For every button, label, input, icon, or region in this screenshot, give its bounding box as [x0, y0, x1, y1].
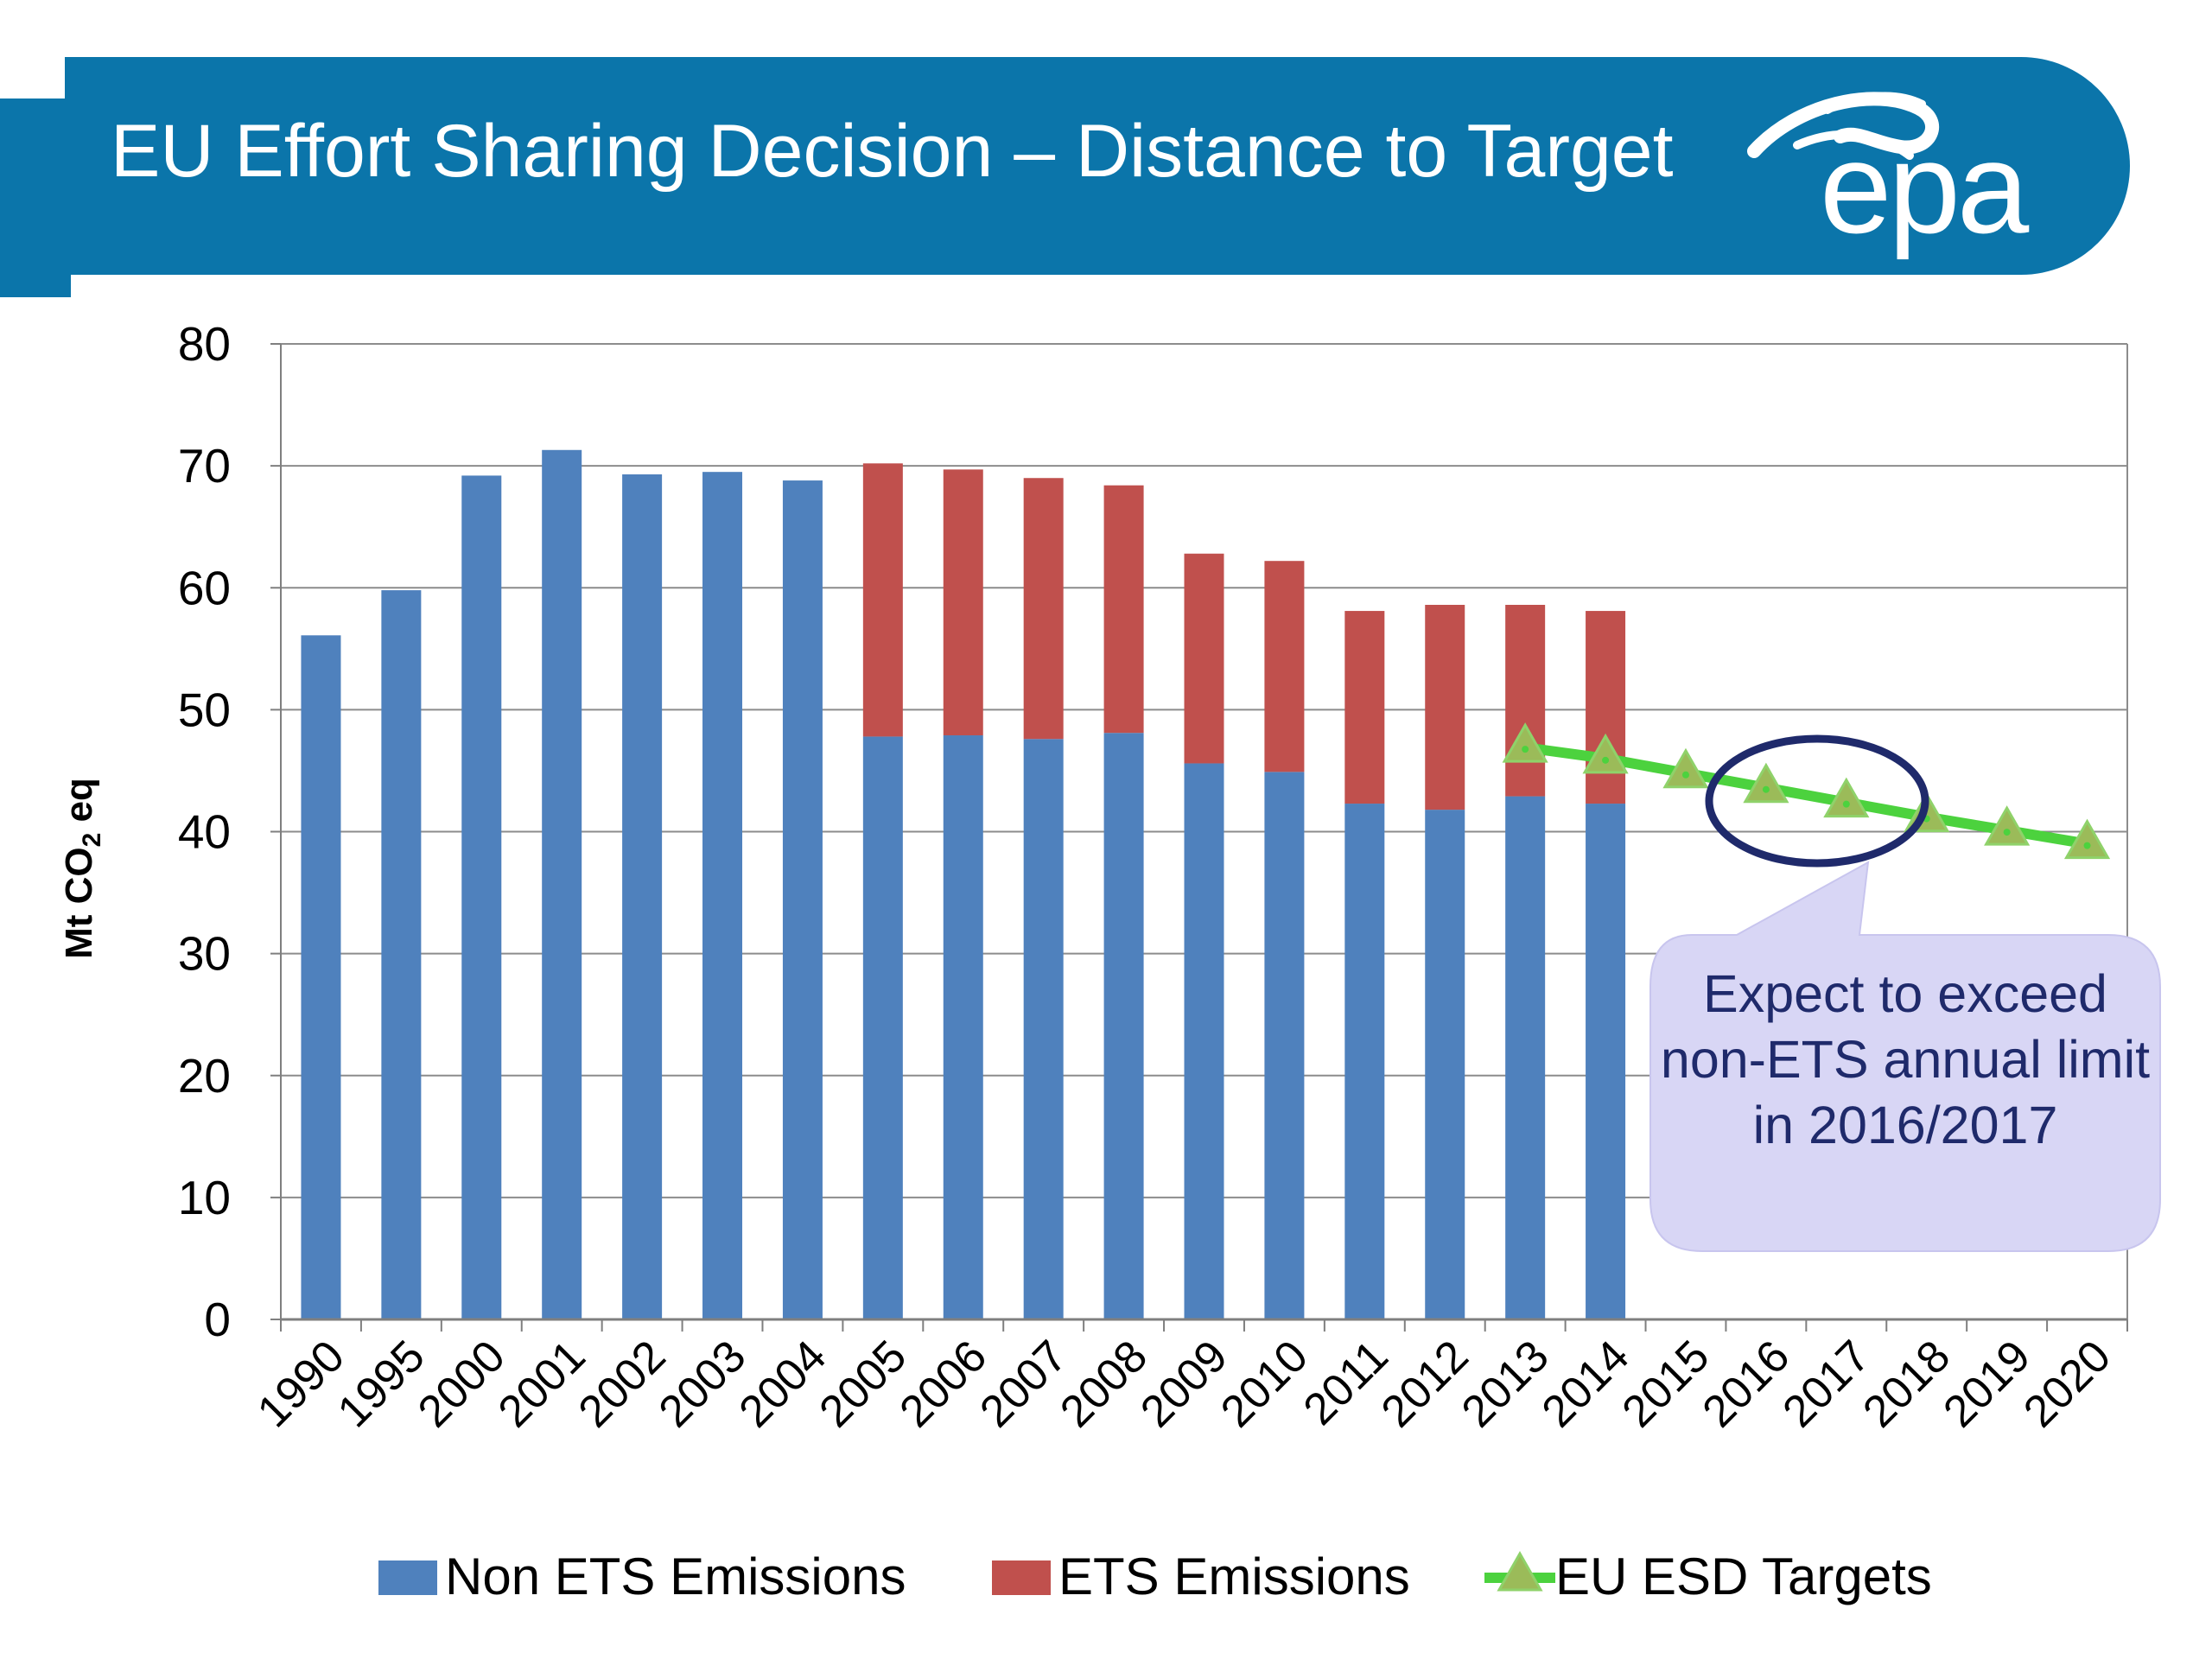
legend-label-ets: ETS Emissions [1058, 1548, 1410, 1605]
x-tick-label: 2002 [569, 1331, 676, 1437]
bar-non-ets [622, 474, 663, 1319]
target-marker-dot [1522, 746, 1529, 753]
bar-non-ets [1103, 733, 1144, 1319]
x-tick-label: 2019 [1934, 1331, 2040, 1437]
y-tick-label: 80 [178, 317, 231, 371]
target-marker [2063, 818, 2111, 860]
x-tick-label: 2005 [810, 1331, 917, 1437]
x-tick-label: 2006 [890, 1331, 996, 1437]
x-tick-label: 2001 [489, 1331, 595, 1437]
highlight-ellipse [1705, 734, 1929, 868]
target-marker-dot [2083, 842, 2091, 849]
x-tick-label: 2014 [1533, 1331, 1639, 1437]
epa-logo-text: epa [1820, 115, 2029, 260]
x-tick-label: 2009 [1131, 1331, 1237, 1437]
bar-non-ets [782, 480, 823, 1319]
target-marker [1743, 762, 1789, 804]
bar-ets [1023, 478, 1064, 740]
target-marker-dot [1842, 800, 1850, 808]
x-tick-label: 2015 [1613, 1331, 1719, 1437]
bar-ets [862, 463, 903, 737]
annotation [1649, 734, 2161, 1252]
x-tick-label: 2016 [1694, 1331, 1800, 1437]
bar-ets [1103, 485, 1144, 734]
x-tick-label: 2013 [1452, 1331, 1559, 1437]
title-banner [65, 57, 2130, 275]
epa-logo-swoosh-icon [1747, 92, 1940, 160]
y-tick-label: 20 [178, 1049, 231, 1103]
bar-non-ets [1344, 804, 1385, 1319]
bar-ets [1586, 611, 1626, 804]
epa-logo: epa [1745, 69, 2065, 268]
bar-ets [1264, 561, 1305, 772]
x-tick-label: 2017 [1773, 1331, 1879, 1437]
legend: Non ETS Emissions ETS Emissions EU ESD T… [378, 1548, 1932, 1605]
target-marker-dot [1762, 785, 1770, 793]
y-tick-label: 10 [178, 1171, 231, 1224]
x-tick-label: 2004 [730, 1331, 836, 1437]
bar-non-ets [1586, 804, 1626, 1319]
target-marker-dot [1681, 771, 1689, 779]
legend-label-non-ets: Non ETS Emissions [445, 1548, 906, 1605]
bar-non-ets [1264, 772, 1305, 1319]
x-tick-label: 2000 [409, 1331, 515, 1437]
target-marker-dot [1602, 756, 1610, 764]
bar-non-ets [542, 449, 582, 1319]
y-axis-label: Mt CO2 eq [58, 778, 106, 959]
legend-label-targets: EU ESD Targets [1555, 1548, 1932, 1605]
bar-non-ets [1425, 810, 1465, 1319]
bar-non-ets [461, 475, 502, 1319]
bar-ets [1425, 605, 1465, 810]
x-tick-label: 2008 [1051, 1331, 1157, 1437]
banner-strip [0, 99, 71, 297]
target-marker [1662, 747, 1709, 789]
y-tick-label: 60 [178, 561, 231, 614]
bar-non-ets [381, 590, 422, 1319]
bar-ets [943, 469, 983, 736]
bar-non-ets [862, 736, 903, 1319]
y-tick-label: 0 [204, 1293, 231, 1346]
legend-marker-targets [1497, 1550, 1543, 1592]
legend-swatch-ets [992, 1560, 1051, 1595]
bar-non-ets [1505, 796, 1546, 1319]
y-tick-label: 50 [178, 683, 231, 736]
slide-title: EU Effort Sharing Decision – Distance to… [111, 110, 1674, 193]
callout-bubble [1649, 861, 2161, 1252]
x-tick-label: 2007 [970, 1331, 1077, 1437]
x-tick-label: 2003 [650, 1331, 756, 1437]
x-tick-label: 2018 [1853, 1331, 1960, 1437]
y-tick-label: 40 [178, 805, 231, 859]
x-tick-label: 2020 [2014, 1331, 2120, 1437]
bars [301, 449, 1626, 1319]
bar-ets [1184, 553, 1224, 764]
target-marker-dot [2003, 829, 2011, 836]
bar-non-ets [1023, 739, 1064, 1319]
bar-non-ets [1184, 763, 1224, 1319]
bar-non-ets [702, 472, 743, 1319]
x-tick-label: 1990 [248, 1331, 354, 1437]
target-marker [1823, 777, 1870, 818]
legend-swatch-non-ets [378, 1560, 437, 1595]
bar-non-ets [943, 735, 983, 1319]
y-tick-label: 30 [178, 927, 231, 981]
target-marker [1582, 733, 1629, 774]
x-tick-label: 2011 [1294, 1331, 1398, 1434]
y-tick-label: 70 [178, 439, 231, 493]
x-tick-label: 1995 [328, 1331, 435, 1437]
target-series [1502, 722, 2111, 860]
bar-ets [1505, 605, 1546, 797]
bar-ets [1344, 611, 1385, 804]
x-tick-label: 2010 [1211, 1331, 1318, 1437]
callout-text: Expect to exceed non-ETS annual limit in… [1660, 964, 2151, 1154]
bar-non-ets [301, 635, 341, 1319]
x-tick-label: 2012 [1372, 1331, 1478, 1437]
target-marker [1984, 805, 2031, 846]
target-marker [1502, 722, 1548, 763]
